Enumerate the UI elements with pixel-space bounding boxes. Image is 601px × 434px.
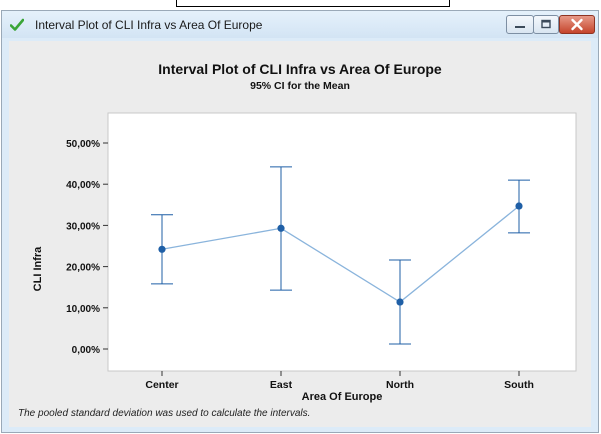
x-tick-label: North — [386, 379, 414, 391]
axes: 0,00% 10,00% 20,00% 30,00% 40,00% 50,00% Cente… — [66, 139, 534, 391]
window-title: Interval Plot of CLI Infra vs Area Of Eu… — [35, 18, 263, 32]
maximize-button[interactable] — [533, 15, 559, 34]
maximize-icon — [541, 19, 551, 29]
interval-plot: Interval Plot of CLI Infra vs Area Of Eu… — [32, 61, 577, 403]
mean-connect-line — [161, 205, 520, 303]
footnote: The pooled standard deviation was used t… — [18, 408, 311, 419]
chart-window: Interval Plot of CLI Infra vs Area Of Eu… — [1, 10, 599, 433]
x-axis-label: Area Of Europe — [302, 391, 383, 403]
mean-point — [277, 224, 285, 232]
close-button[interactable] — [559, 15, 595, 34]
y-tick-label: 20,00% — [66, 263, 100, 274]
chart-subtitle: 95% CI for the Mean — [250, 80, 350, 92]
close-icon — [571, 18, 583, 31]
graph-region: Interval Plot of CLI Infra vs Area Of Eu… — [9, 41, 591, 427]
top-box-edge — [176, 0, 450, 7]
plot-area — [107, 112, 577, 372]
chart-title: Interval Plot of CLI Infra vs Area Of Eu… — [158, 61, 442, 77]
y-tick-label: 0,00% — [72, 345, 100, 356]
mean-point — [515, 202, 523, 210]
mean-point — [158, 245, 166, 253]
x-tick-label: East — [270, 379, 293, 391]
x-tick-label: Center — [145, 379, 178, 391]
minimize-button[interactable] — [506, 15, 534, 34]
top-strip — [0, 0, 601, 10]
y-tick-label: 50,00% — [66, 139, 100, 150]
y-tick-label: 10,00% — [66, 304, 100, 315]
title-bar[interactable]: Interval Plot of CLI Infra vs Area Of Eu… — [2, 11, 598, 38]
y-axis-label: CLI Infra — [32, 246, 44, 291]
y-tick-label: 30,00% — [66, 221, 100, 232]
x-tick-label: South — [504, 379, 534, 391]
green-checkmark-icon — [10, 18, 24, 31]
series-group — [151, 166, 530, 345]
y-tick-label: 40,00% — [66, 180, 100, 191]
minimize-icon — [515, 26, 525, 28]
mean-point — [396, 298, 404, 306]
